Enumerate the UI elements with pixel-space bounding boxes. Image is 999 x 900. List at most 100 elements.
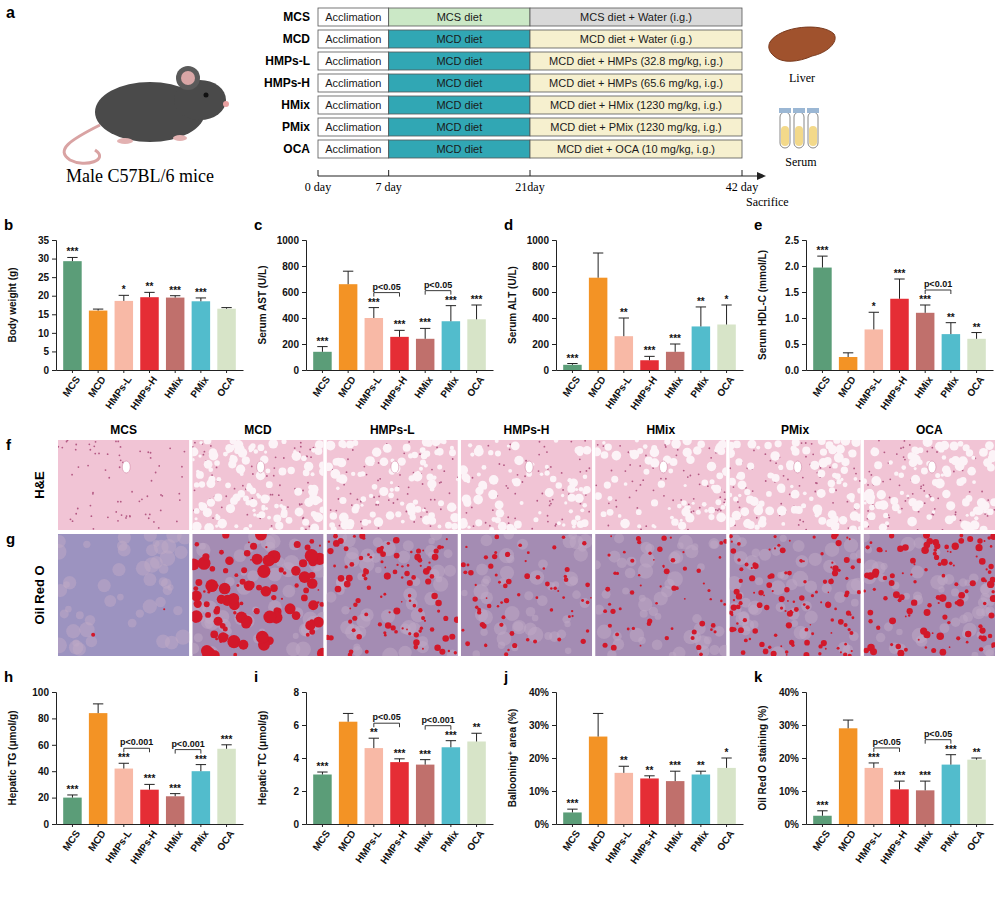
texture-vacuole xyxy=(630,450,640,460)
phase-label: MCD diet + HMix (1230 mg/kg, i.g.) xyxy=(550,99,722,111)
x-tick-label: MCS xyxy=(810,828,832,853)
group-label: MCS xyxy=(283,10,310,24)
timeline-tick xyxy=(318,170,319,176)
texture-nucleus xyxy=(498,463,500,465)
texture-vacuole xyxy=(456,478,458,482)
x-tick-mark xyxy=(476,370,477,373)
y-tick-label: 4 xyxy=(293,753,299,764)
texture-nucleus xyxy=(507,487,509,489)
y-tick-label: 15 xyxy=(38,309,50,320)
texture-nucleus xyxy=(434,499,436,501)
texture-vacuole xyxy=(848,450,856,458)
texture-nucleus xyxy=(117,441,119,443)
x-axis: MCSMCDHMPs-LHMPs-HHMixPMixOCA xyxy=(807,824,994,866)
group-label: HMPs-L xyxy=(265,54,310,68)
texture-nucleus xyxy=(597,444,599,446)
tissue-background xyxy=(327,440,458,530)
texture-vacuole xyxy=(758,519,767,528)
texture-vacuole xyxy=(550,476,557,483)
texture-nucleus xyxy=(561,519,563,521)
texture-nucleus xyxy=(912,493,914,495)
significance-label: ** xyxy=(620,755,628,766)
significance-label: *** xyxy=(945,744,957,755)
texture-nucleus xyxy=(302,518,304,520)
texture-nucleus xyxy=(252,473,254,475)
phase-box xyxy=(389,140,530,158)
texture-nucleus xyxy=(92,492,94,494)
y-axis-line xyxy=(302,241,307,371)
texture-nucleus xyxy=(699,483,701,485)
texture-vacuole xyxy=(836,445,845,454)
texture-vacuole xyxy=(415,506,422,513)
bar xyxy=(313,352,331,370)
y-tick-label: 2.0 xyxy=(785,261,799,272)
texture-vacuole xyxy=(962,499,970,507)
texture-nucleus xyxy=(765,480,767,482)
y-tick-label: 1.0 xyxy=(785,313,799,324)
texture-lipid xyxy=(319,602,323,607)
y-axis: 020406080100 xyxy=(32,687,56,830)
bar xyxy=(390,337,408,370)
texture-nucleus xyxy=(360,521,362,523)
tube-icon xyxy=(779,108,791,148)
x-tick: HMPs-H xyxy=(628,824,659,866)
error-bar xyxy=(221,745,231,749)
texture-vacuole xyxy=(236,465,245,474)
texture-nucleus xyxy=(139,450,141,452)
micrographs: MCSMCDHMPs-LHMPs-HHMixPMixOCAfH&EgOil Re… xyxy=(6,423,998,663)
texture-nucleus xyxy=(487,445,489,447)
phase-box xyxy=(530,74,742,92)
texture-nucleus xyxy=(507,516,509,518)
texture-nucleus xyxy=(752,490,754,492)
texture-vacuole xyxy=(339,497,346,504)
texture-vacuole xyxy=(740,507,749,516)
x-tick: HMix xyxy=(412,824,435,854)
texture-lipid xyxy=(263,611,276,624)
x-tick: MCS xyxy=(560,824,582,853)
texture-nucleus xyxy=(550,466,552,468)
texture-vessel xyxy=(257,461,265,473)
texture-lipid xyxy=(279,567,284,572)
column-header: MCS xyxy=(110,423,137,437)
y-tick-mark xyxy=(52,824,56,825)
texture-vacuole xyxy=(668,507,671,510)
texture-nucleus xyxy=(181,466,183,468)
panel-letter: i xyxy=(254,668,258,685)
y-axis-line xyxy=(802,693,807,825)
texture-nucleus xyxy=(184,451,186,453)
panel-letter: a xyxy=(6,4,15,21)
x-tick-label: OCA xyxy=(715,374,737,399)
y-tick-mark xyxy=(302,370,306,371)
texture-vacuole xyxy=(281,440,286,444)
x-tick-mark xyxy=(373,824,374,827)
x-tick-mark xyxy=(649,370,650,373)
y-tick: 1000 xyxy=(277,235,306,246)
texture-vacuole xyxy=(764,442,771,449)
column-header: PMix xyxy=(781,423,809,437)
texture-vacuole xyxy=(738,494,741,497)
texture-nucleus xyxy=(350,493,352,495)
phase-label: MCS diet xyxy=(437,11,482,23)
texture-vacuole xyxy=(217,519,227,529)
texture-vacuole xyxy=(966,449,973,456)
texture-vacuole xyxy=(915,500,923,508)
texture-nucleus xyxy=(904,440,906,442)
y-tick: 1000 xyxy=(527,235,556,246)
texture-vacuole xyxy=(708,507,715,514)
x-tick-label: PMix xyxy=(188,374,211,400)
micrograph xyxy=(595,440,726,530)
phase-box xyxy=(318,30,389,48)
texture-vacuole xyxy=(605,443,612,450)
texture-lipid xyxy=(319,545,321,547)
texture-vacuole xyxy=(817,489,826,498)
phase-box xyxy=(530,8,742,26)
texture-vessel xyxy=(928,461,936,473)
y-tick-mark xyxy=(52,718,56,719)
texture-nucleus xyxy=(693,498,695,500)
texture-vacuole xyxy=(438,525,442,529)
y-tick: 1.5 xyxy=(785,287,806,298)
texture-nucleus xyxy=(93,528,95,530)
texture-nucleus xyxy=(234,488,236,490)
x-tick-label: PMix xyxy=(938,828,961,854)
texture-vacuole xyxy=(729,493,732,497)
